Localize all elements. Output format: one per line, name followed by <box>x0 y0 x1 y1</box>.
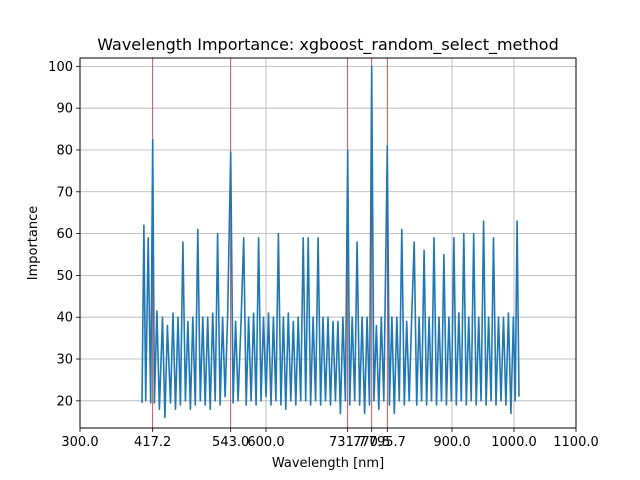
y-tick-label: 30 <box>56 353 73 368</box>
x-tick-label: 417.2 <box>134 435 171 450</box>
x-tick-label: 1100.0 <box>553 435 599 450</box>
importance-series-line <box>141 65 520 419</box>
y-tick-label: 60 <box>56 227 73 242</box>
y-tick-label: 80 <box>56 143 73 158</box>
chart-title: Wavelength Importance: xgboost_random_se… <box>97 35 559 55</box>
y-axis-label: Importance <box>26 206 41 281</box>
x-tick-label: 900.0 <box>433 435 470 450</box>
x-tick-label: 543.0 <box>212 435 249 450</box>
x-tick-label: 600.0 <box>247 435 284 450</box>
x-tick-label: 300.0 <box>61 435 98 450</box>
plot-frame <box>79 57 577 429</box>
x-tick-label: 1000.0 <box>491 435 537 450</box>
x-tick-label: 770.5 <box>353 435 390 450</box>
y-tick-label: 70 <box>56 185 73 200</box>
series-layer <box>141 65 520 419</box>
y-tick-label: 50 <box>56 269 73 284</box>
y-tick-label: 40 <box>56 311 73 326</box>
y-tick-label: 100 <box>48 60 73 75</box>
x-tick-label: 795.7 <box>369 435 406 450</box>
x-axis-label: Wavelength [nm] <box>272 456 384 471</box>
x-tick-label: 731.7 <box>329 435 366 450</box>
y-tick-label: 20 <box>56 394 73 409</box>
y-tick-label: 90 <box>56 102 73 117</box>
